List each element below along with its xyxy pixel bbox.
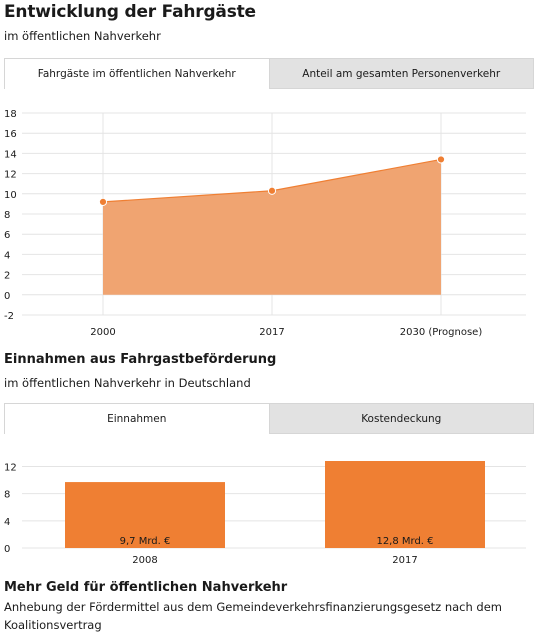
y-tick-label: 10 (4, 190, 17, 201)
bar-data-label: 9,7 Mrd. € (120, 536, 171, 547)
data-point (98, 197, 108, 206)
tab-kostendeckung[interactable]: Kostendeckung (361, 412, 442, 425)
bar (325, 461, 485, 548)
section-title-mehr-geld: Mehr Geld für öffentlichen Nahverkehr (4, 580, 288, 595)
section-subtitle-einnahmen: im öffentlichen Nahverkehr in Deutschlan… (4, 376, 251, 390)
x-tick-label: 2017 (259, 327, 284, 338)
y-tick-label: 14 (4, 149, 17, 160)
y-tick-label: 12 (4, 462, 17, 473)
y-tick-label: 0 (4, 544, 10, 555)
section-title-fahrgaeste: Entwicklung der Fahrgäste (4, 2, 256, 22)
x-tick-label: 2008 (132, 555, 157, 566)
y-tick-label: 6 (4, 230, 10, 241)
tab-bar-einnahmen: Einnahmen Kostendeckung (4, 403, 534, 434)
data-point (436, 155, 446, 164)
y-tick-label: 12 (4, 170, 17, 181)
section-description: Anhebung der Fördermittel aus dem Gemein… (4, 600, 502, 632)
x-tick-label: 2017 (392, 555, 417, 566)
area-chart-fahrgaeste: -2 0 2 4 6 8 10 12 14 16 18 2000 2017 2030 (Prognose) (4, 109, 526, 338)
x-tick-label: 2000 (90, 327, 115, 338)
y-tick-label: 4 (4, 517, 10, 528)
y-tick-label: 18 (4, 109, 17, 120)
y-tick-label: 16 (4, 129, 17, 140)
y-tick-label: 2 (4, 271, 10, 282)
data-point (267, 186, 277, 195)
tab-anteil-personenverkehr[interactable]: Anteil am gesamten Personenverkehr (302, 67, 501, 80)
tab-bar-fahrgaeste: Fahrgäste im öffentlichen Nahverkehr Ant… (4, 58, 534, 89)
tab-einnahmen[interactable]: Einnahmen (5, 404, 270, 434)
section-subtitle-fahrgaeste: im öffentlichen Nahverkehr (4, 29, 161, 43)
area-fill (103, 159, 441, 295)
tab-fahrgaeste-nahverkehr[interactable]: Fahrgäste im öffentlichen Nahverkehr (5, 59, 270, 89)
section-title-einnahmen: Einnahmen aus Fahrgastbeförderung (4, 352, 277, 367)
bar-data-label: 12,8 Mrd. € (376, 536, 433, 547)
bar-chart-einnahmen: 0 4 8 12 9,7 Mrd. € 2008 12,8 Mrd. € 2017 (4, 461, 526, 566)
y-tick-label: 8 (4, 490, 10, 501)
y-tick-label: 4 (4, 250, 10, 261)
y-tick-label: -2 (4, 311, 14, 322)
y-tick-label: 0 (4, 291, 10, 302)
bar (65, 482, 225, 548)
y-tick-label: 8 (4, 210, 10, 221)
x-tick-label: 2030 (Prognose) (400, 327, 483, 338)
